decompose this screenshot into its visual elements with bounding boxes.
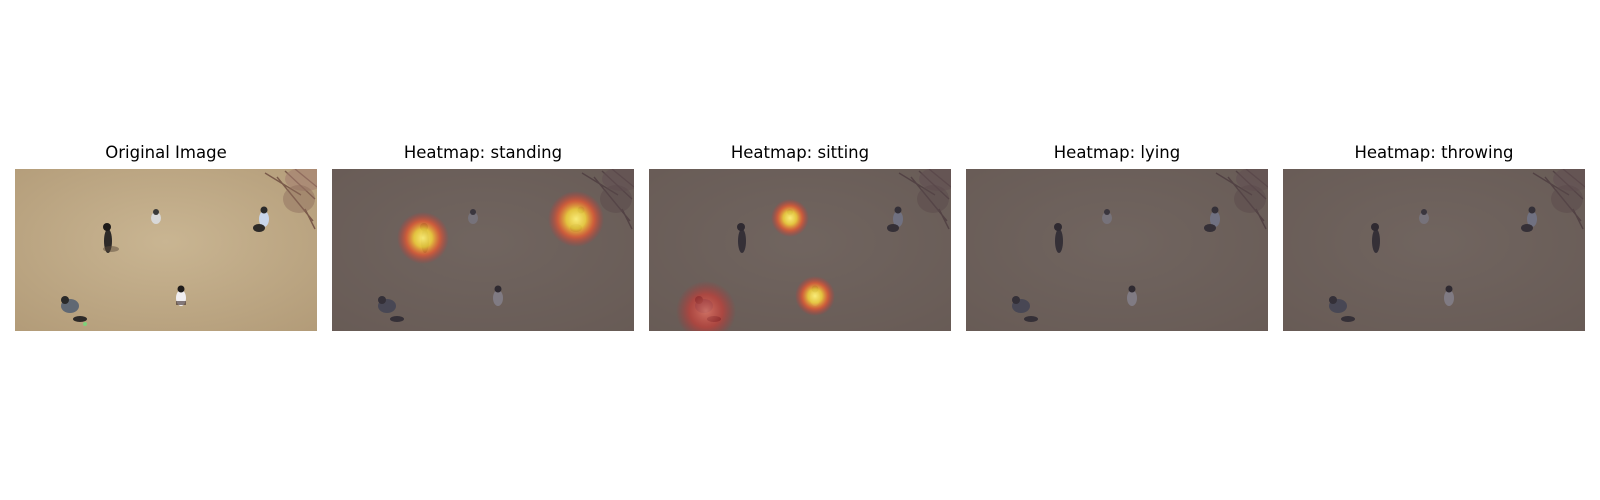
panel-heatmap-lying: Heatmap: lying xyxy=(966,138,1268,331)
panel-title: Heatmap: standing xyxy=(403,143,563,162)
heatmap-image xyxy=(1283,169,1585,331)
panel-heatmap-standing: Heatmap: standing xyxy=(332,138,634,331)
panel-title: Heatmap: sitting xyxy=(730,143,870,162)
panel-title: Original Image xyxy=(105,143,227,162)
heat-blob xyxy=(397,212,449,264)
heat-blob xyxy=(795,276,835,316)
heatmap-image xyxy=(649,169,951,331)
person-1 xyxy=(103,223,119,253)
panel-heatmap-sitting: Heatmap: sitting xyxy=(649,138,951,331)
person-5 xyxy=(61,296,87,326)
person-3 xyxy=(253,206,269,232)
dim-overlay xyxy=(966,169,1268,331)
panel-original: Original Image xyxy=(15,138,317,331)
heatmap-image xyxy=(966,169,1268,331)
heatmap-image xyxy=(332,169,634,331)
heat-blob xyxy=(676,281,736,331)
heat-blob xyxy=(548,191,604,247)
panel-title: Heatmap: lying xyxy=(1053,143,1181,162)
panel-title: Heatmap: throwing xyxy=(1354,143,1514,162)
person-4 xyxy=(176,285,186,306)
dim-overlay xyxy=(1283,169,1585,331)
panel-heatmap-throwing: Heatmap: throwing xyxy=(1283,138,1585,331)
dim-overlay xyxy=(332,169,634,331)
person-2 xyxy=(151,209,161,224)
heat-blob xyxy=(771,199,809,237)
scene-image xyxy=(15,169,317,331)
ground xyxy=(15,169,317,331)
